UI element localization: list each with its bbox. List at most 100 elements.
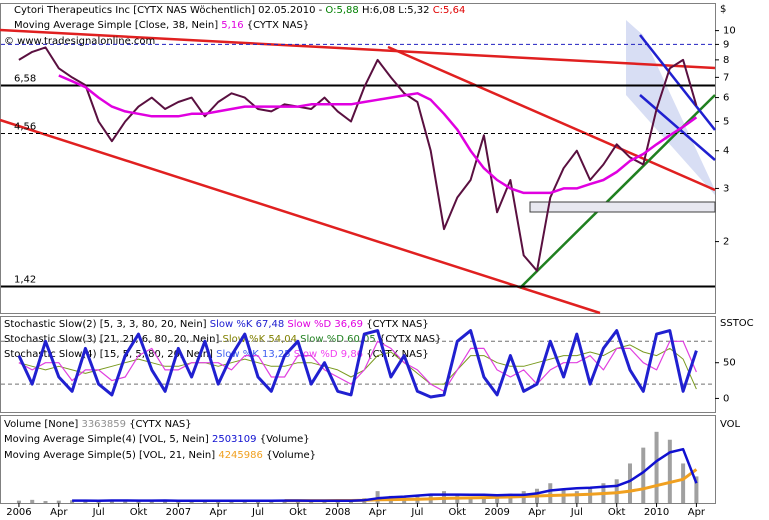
volume-bar (495, 495, 500, 503)
stoch-legend: Stochastic Slow(2) [5, 3, 3, 80, 20, Nei… (4, 319, 441, 360)
y-tick-label: 5 (723, 116, 729, 127)
volume-bar (468, 496, 473, 503)
panel-marks: 2 3 4 5 6 7 8 9 10 6,58 4,56 1,42 (1, 26, 736, 288)
y-tick-label: 9 (723, 39, 729, 50)
volume-bar (163, 500, 168, 503)
volume-bar (123, 500, 128, 503)
volume-panel (0, 415, 716, 504)
volume-bar (30, 499, 35, 503)
series-line (58, 74, 698, 195)
title-text: Cytori Therapeutics Inc [CYTX NAS Wöchen… (14, 5, 323, 16)
axis-label: $ (720, 4, 726, 15)
legend-suffix: {CYTX NAS} (366, 349, 428, 360)
x-tick-label: Okt (130, 507, 148, 518)
volume-bar (43, 501, 48, 503)
y-tick-label: 2 (723, 237, 729, 248)
series-line (17, 329, 698, 399)
x-tick-label: Apr (369, 507, 387, 518)
volume-bar (694, 476, 699, 503)
legend-label: Moving Average Simple(4) [VOL, 5, Nein] (4, 434, 209, 445)
x-tick-label: Apr (50, 507, 68, 518)
panel-marks: 2006 Apr Jul Okt 2007 Apr Jul Okt 2008 Apr Jul Okt 2… (6, 431, 706, 518)
x-tick-label: Okt (448, 507, 466, 518)
x-tick-label: Jul (92, 507, 105, 518)
legend-entry: Stochastic Slow(4) [15, 5, 5, 80, 20, Ne… (4, 349, 429, 360)
low: L:5,32 (398, 5, 429, 16)
legend-label: Stochastic Slow(3) [21, 21, 6, 80, 20, N… (4, 334, 219, 345)
x-tick-label: Okt (289, 507, 307, 518)
legend-k: Slow %K 13,25 (216, 349, 290, 360)
price-panel (0, 3, 716, 314)
y-tick-label: 6 (723, 93, 729, 104)
close: C:5,64 (433, 5, 466, 16)
volume-bar (16, 500, 21, 503)
legend-k: Slow %K 67,48 (210, 319, 284, 330)
x-tick-label: Apr (688, 507, 706, 518)
x-tick-label: 2007 (166, 507, 191, 518)
stoch-panel (0, 316, 716, 413)
legend-k: Slow %K 54,04 (223, 334, 297, 345)
legend-suffix: {CYTX NAS} (366, 319, 428, 330)
axis-label: VOL (720, 419, 741, 430)
x-tick-label: Jul (410, 507, 423, 518)
vol-legend: Volume [None] 3363859 {CYTX NAS} Moving … (4, 419, 316, 461)
y-tick-label: 50 (723, 358, 736, 369)
legend-entry: Moving Average Simple(4) [VOL, 5, Nein] … (4, 434, 310, 445)
y-tick-label: 0 (723, 393, 729, 404)
volume-bar (70, 500, 75, 503)
legend-d: Slow %D 60,05 (300, 334, 376, 345)
y-tick-label: 4 (723, 146, 729, 157)
legend-entry: Stochastic Slow(3) [21, 21, 6, 80, 20, N… (4, 334, 441, 345)
high: H:6,08 (362, 5, 395, 16)
volume-bar (56, 500, 61, 503)
legend-d: Slow %D 9,86 (294, 349, 363, 360)
trendlines (0, 20, 716, 315)
x-tick-label: 2006 (6, 507, 31, 518)
series-line (72, 447, 698, 503)
x-tick-label: 2009 (484, 507, 509, 518)
legend-entry: Volume [None] 3363859 {CYTX NAS} (4, 419, 192, 430)
watermark: © www.tradesignalonline.com (4, 36, 155, 47)
level-label: 6,58 (14, 73, 36, 84)
legend-d: Slow %D 36,69 (287, 319, 363, 330)
legend-label: Stochastic Slow(2) [5, 3, 3, 80, 20, Nei… (4, 319, 207, 330)
open: O:5,88 (325, 5, 358, 16)
ma-suffix: {CYTX NAS} (247, 20, 309, 31)
header: Cytori Therapeutics Inc [CYTX NAS Wöchen… (4, 5, 465, 47)
legend-entry: Moving Average Simple(5) [VOL, 21, Nein]… (4, 450, 316, 461)
volume-bar (627, 463, 632, 503)
x-tick-label: Jul (570, 507, 583, 518)
legend-suffix: {CYTX NAS} (129, 419, 191, 430)
y-tick-label: 3 (723, 183, 729, 194)
volume-bar (654, 431, 659, 503)
title: Cytori Therapeutics Inc [CYTX NAS Wöchen… (14, 5, 465, 16)
legend-value: 4245986 (218, 450, 263, 461)
legend-value: 2503109 (212, 434, 257, 445)
volume-bar (614, 479, 619, 503)
legend-value: 3363859 (81, 419, 126, 430)
y-tick-label: 7 (723, 72, 729, 83)
legend-label: Stochastic Slow(4) [15, 5, 5, 80, 20, Ne… (4, 349, 213, 360)
volume-bar (667, 439, 672, 503)
volume-bar (574, 491, 579, 503)
panel-marks: 0 50 (1, 329, 736, 404)
legend-label: Volume [None] (4, 419, 78, 430)
level-label: 1,42 (14, 274, 36, 285)
volume-bar (681, 463, 686, 503)
ma-value: 5,16 (221, 20, 243, 31)
x-tick-label: Okt (608, 507, 626, 518)
volume-bar (481, 497, 486, 503)
x-tick-label: Apr (528, 507, 546, 518)
volume-bar (548, 483, 553, 503)
axis-label: SSTOC (720, 318, 754, 329)
x-tick-label: 2008 (325, 507, 350, 518)
volume-bar (83, 501, 88, 503)
ma-legend: Moving Average Simple [Close, 38, Nein] … (14, 20, 309, 31)
x-tick-label: Jul (251, 507, 264, 518)
y-tick-label: 10 (723, 26, 736, 37)
x-tick-label: Apr (210, 507, 228, 518)
legend-entry: Stochastic Slow(2) [5, 3, 3, 80, 20, Nei… (4, 319, 429, 330)
legend-suffix: {Volume} (266, 450, 316, 461)
volume-bar (136, 501, 141, 503)
